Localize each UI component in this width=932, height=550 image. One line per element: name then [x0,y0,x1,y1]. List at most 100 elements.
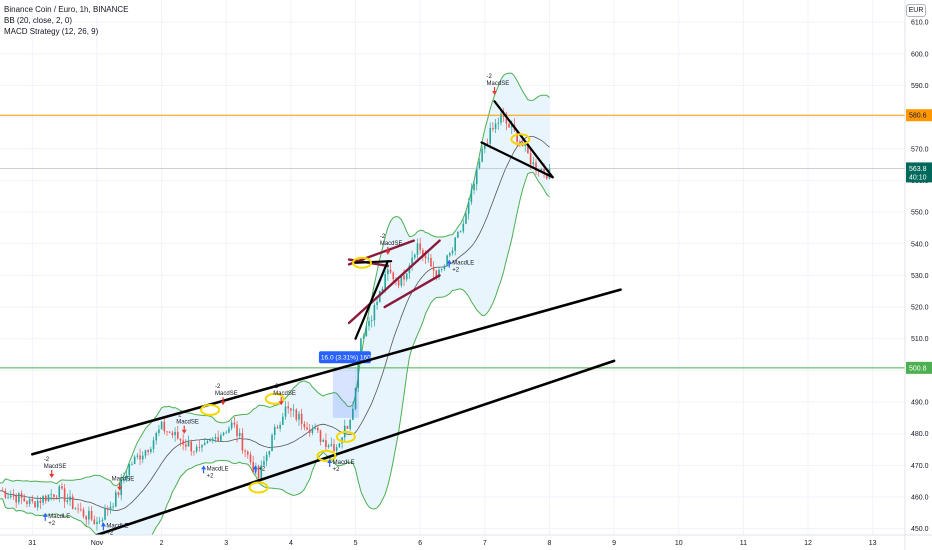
symbol-title[interactable]: Binance Coin / Euro, 1h, BINANCE [4,5,129,14]
candle-body [244,450,246,452]
candle-body [319,430,322,442]
chart-legend: Binance Coin / Euro, 1h, BINANCE BB (20,… [4,4,129,37]
candle-body [201,445,203,448]
x-tick-label: 5 [354,540,358,547]
candle-body [39,500,42,503]
drawings[interactable] [0,100,905,537]
candle-body [155,432,158,441]
candle-body [241,432,244,451]
candle-body [392,272,395,280]
signal-label: -2 [176,413,182,419]
sell-arrow-icon [492,90,498,95]
measure-box [332,367,359,418]
signal-label: +2 [48,521,56,527]
candle-body [230,422,233,429]
signal-label: +2 [106,530,114,536]
band-fill [0,73,550,550]
candle-body [93,519,96,524]
candle-body [66,500,69,502]
candle-body [448,253,451,256]
candle-body [198,446,201,448]
y-tick-label: 520.0 [911,305,929,312]
candle-body [179,438,182,441]
candle-body [327,445,330,448]
signal-label: MacdLE [207,466,229,472]
candle-body [104,508,106,520]
candle-body [112,506,114,508]
x-tick-label: 11 [740,540,747,547]
candle-body [263,461,265,466]
candle-body [23,497,26,502]
candle-body [519,141,521,143]
candle-body [438,269,440,278]
candle-body [295,409,298,420]
candle-body [158,429,160,433]
candle-body [144,450,147,456]
x-tick-label: 8 [548,540,552,547]
x-tick-label: 6 [418,540,422,547]
last-price-tag [906,162,932,183]
candle-body [203,443,206,446]
highlight-circle [335,430,356,443]
candle-body [454,237,457,251]
candle-body [529,153,532,165]
buy-signal: MacdLE+2 [446,259,474,274]
x-tick-label: 7 [483,540,487,547]
candle-body [365,325,368,337]
candle-body [195,446,198,452]
bb-indicator-label[interactable]: BB (20, close, 2, 0) [4,16,73,25]
time-axis [0,535,932,550]
candle-body [217,437,219,442]
candle-body [411,257,413,266]
sell-signal: MacdSE [112,477,135,491]
candle-body [465,213,467,224]
candle-body [71,496,74,509]
candle-body [492,128,494,130]
candle-body [236,424,238,437]
candle-body [222,432,225,436]
candle-body [349,420,351,429]
candle-body [384,274,386,289]
candle-body [55,496,58,498]
candle-body [171,432,174,436]
candle-body [98,520,101,522]
candle-body [413,254,416,258]
orange-price-tag-label: 580.6 [909,113,927,120]
signal-label: MacdSE [112,477,135,483]
signal-label: MacdLE [48,514,70,520]
buy-arrow-icon [100,522,106,527]
candle-body [82,509,85,517]
candle-body [486,143,489,145]
macd-strategy-label[interactable]: MACD Strategy (12, 26, 9) [4,27,99,36]
measure-tool[interactable]: 16.0 (3.31%) 160 [318,351,371,418]
buy-arrow-icon [446,259,452,264]
candle-body [125,475,128,479]
candle-body [139,455,141,460]
candle-body [311,429,314,433]
candle-body [152,440,155,449]
candle-body [389,269,392,273]
currency-badge[interactable]: EUR [906,4,926,17]
candle-body [494,123,497,130]
candle-body [136,455,139,457]
candle-body [484,143,486,149]
signal-label: MacdLE [333,460,355,466]
candle-body [160,421,163,430]
candle-body [206,441,209,444]
candle-body [292,409,295,411]
candle-body [300,413,303,424]
candle-body [109,506,112,511]
channel-trendline [31,288,622,456]
triangle-line [354,260,393,264]
upper-band [0,72,550,487]
candle-body [397,279,400,286]
buy-signal: MacdLE+2 [327,459,355,473]
candle-body [446,255,448,266]
candle-body [443,265,446,270]
candle-body [489,128,492,144]
signal-label: -2 [380,234,386,240]
candle-body [260,465,263,479]
x-tick-label: 10 [675,540,683,547]
